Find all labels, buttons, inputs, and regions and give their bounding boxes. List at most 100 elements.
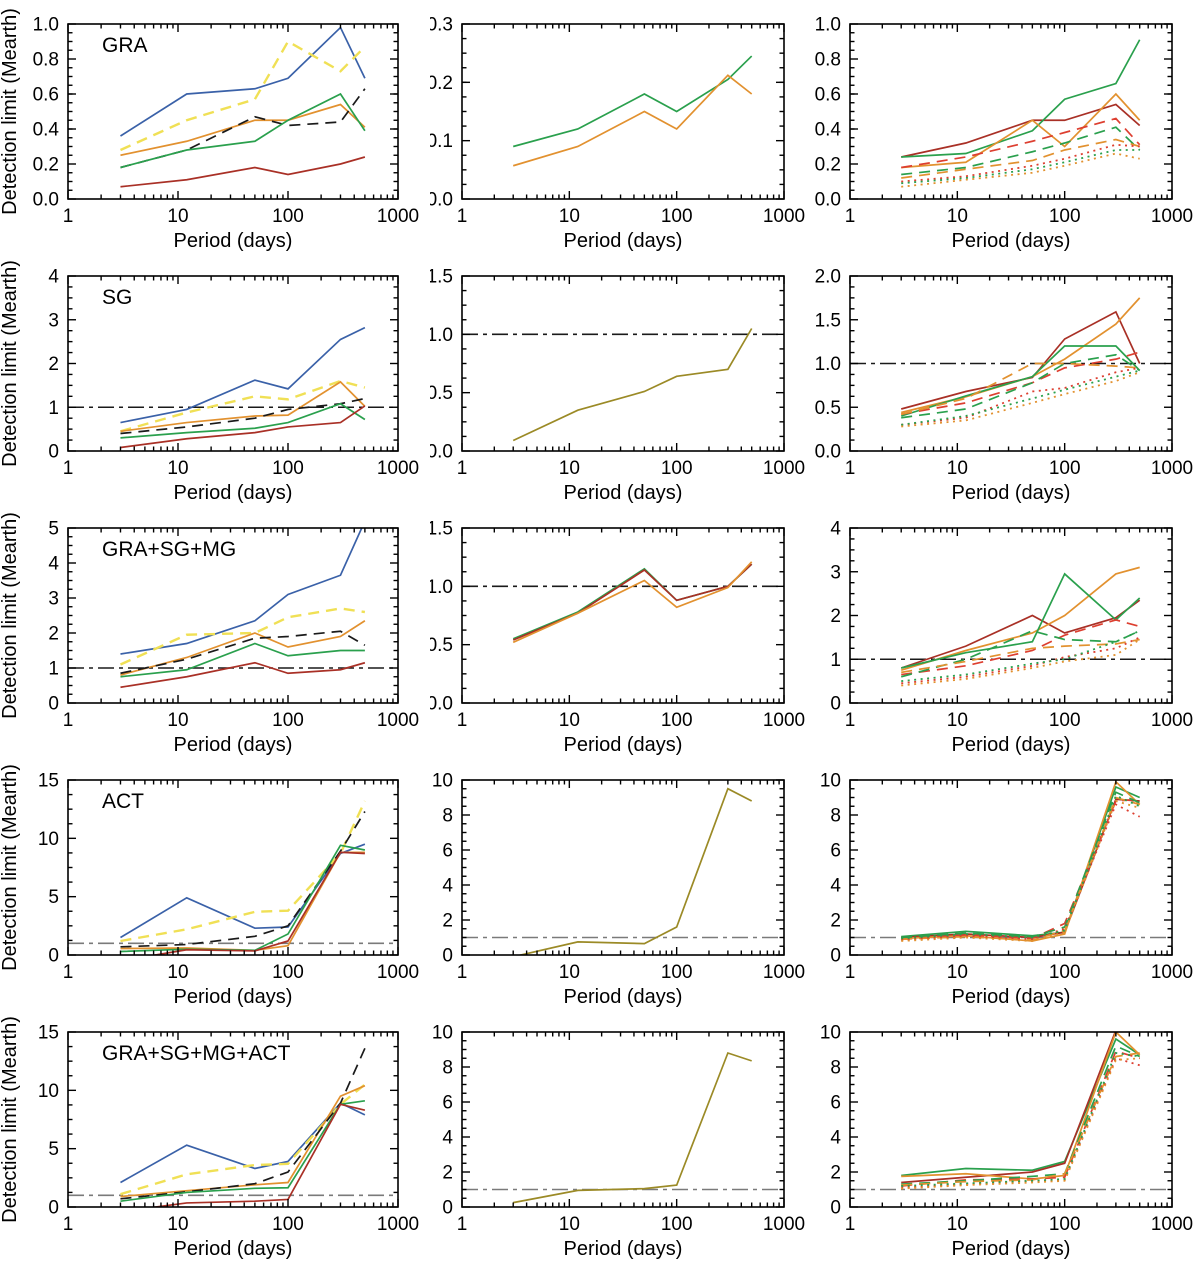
panel-label: GRA+SG+MG: [102, 538, 236, 561]
y-tick-label: 4: [442, 1128, 453, 1149]
panel-label: GRA+SG+MG+ACT: [102, 1042, 291, 1065]
panel-gra-right: 1 10 100 1000 0.0 0.2 0.4 0.6 0.8 1.0 Period (days…: [810, 0, 1200, 253]
y-tick-label: 1.0: [815, 15, 841, 36]
y-tick-label: 1.0: [815, 354, 841, 375]
y-tick-label: 10: [820, 771, 841, 792]
series-red-dashed: [901, 1050, 1140, 1187]
chart-sg-right: 1 10 100 1000 0.0 0.5 1.0 1.5 2.0 Period (days): [815, 267, 1194, 505]
y-tick-label: 0.4: [815, 120, 842, 141]
x-tick-label: 1: [845, 458, 856, 479]
chart-gra-middle: 1 10 100 1000 0.0 0.1 0.2 0.3 Period (days): [430, 15, 805, 253]
y-tick-label: 0.1: [430, 131, 453, 152]
y-tick-label: 1.5: [430, 267, 453, 288]
y-tick-label: 2: [830, 1163, 841, 1184]
x-tick-label: 10: [947, 1214, 968, 1235]
y-tick-label: 10: [820, 1023, 841, 1044]
x-tick-label: 10: [947, 458, 968, 479]
series-green-solid: [120, 642, 365, 678]
series-green-dashed: [901, 353, 1141, 419]
series-red-dotted: [901, 636, 1141, 685]
series-orange-dashed: [901, 796, 1140, 941]
y-tick-label: 10: [432, 771, 453, 792]
y-tick-label: 4: [830, 1128, 841, 1149]
y-tick-label: 3: [48, 310, 59, 331]
series-darkred-solid: [512, 563, 753, 641]
x-tick-label: 1: [457, 458, 468, 479]
series-black-dashed: [120, 811, 366, 948]
x-tick-label: 1000: [377, 710, 419, 731]
x-tick-label: 1: [63, 962, 74, 983]
y-tick-label: 1: [48, 659, 59, 680]
series-red-dashed: [901, 618, 1140, 676]
y-tick-label: 6: [830, 1093, 841, 1114]
series-orange-solid: [901, 92, 1141, 169]
series-blue-solid: [120, 843, 366, 939]
y-tick-label: 1.0: [33, 15, 59, 36]
y-axis-title: Detection limit (Mearth): [0, 260, 21, 467]
y-tick-label: 2.0: [815, 267, 841, 288]
axis-ticks: [67, 527, 399, 704]
x-tick-label: 10: [167, 962, 188, 983]
x-tick-label: 100: [661, 710, 693, 731]
x-tick-label: 10: [167, 710, 188, 731]
x-tick-label: 100: [272, 1214, 304, 1235]
panel-label: SG: [102, 286, 132, 309]
y-tick-label: 0: [830, 1198, 841, 1219]
y-tick-label: 2: [48, 624, 59, 645]
x-tick-label: 100: [1049, 710, 1081, 731]
y-tick-label: 10: [38, 1081, 59, 1102]
series-darkred-solid: [901, 1032, 1117, 1184]
y-tick-label: 1.0: [430, 577, 453, 598]
y-tick-label: 4: [442, 876, 453, 897]
x-tick-label: 1: [63, 458, 74, 479]
series-green-dotted: [901, 149, 1140, 185]
chart-act-left: 1 10 100 1000 0 5 10 15 ACT Period (days) Detectio…: [0, 764, 419, 1008]
y-tick-label: 0.4: [33, 120, 60, 141]
x-tick-label: 1000: [377, 962, 419, 983]
x-tick-label: 10: [947, 962, 968, 983]
x-tick-label: 1000: [763, 1214, 805, 1235]
y-tick-label: 0.5: [815, 398, 841, 419]
axes-box: [849, 527, 1173, 704]
series-yellow-dashed: [119, 39, 366, 152]
series-orange-dotted: [901, 638, 1141, 687]
x-axis-title: Period (days): [564, 986, 683, 1008]
axis-ticks: [849, 23, 1173, 200]
x-tick-label: 1: [457, 710, 468, 731]
y-tick-label: 0.2: [815, 155, 841, 176]
panel-gra-middle: 1 10 100 1000 0.0 0.1 0.2 0.3 Period (days): [430, 0, 810, 253]
series-red-dotted: [901, 366, 1140, 426]
axis-ticks: [461, 275, 785, 452]
y-tick-label: 6: [830, 841, 841, 862]
x-tick-label: 100: [661, 1214, 693, 1235]
series-darkred-solid: [900, 310, 1141, 410]
x-tick-label: 10: [167, 458, 188, 479]
y-tick-label: 2: [830, 606, 841, 627]
x-tick-label: 1: [457, 962, 468, 983]
series-green-solid: [900, 345, 1141, 417]
chart-gra-sg-mg-act-left: 1 10 100 1000 0 5 10 15 GRA+SG+MG+ACT Period (day…: [0, 1016, 419, 1260]
y-tick-label: 0: [48, 1198, 59, 1219]
x-tick-label: 1000: [1151, 206, 1193, 227]
series-darkred-solid: [149, 1103, 366, 1207]
series-darkred-solid: [150, 851, 365, 955]
axes-box: [461, 1031, 785, 1208]
x-tick-label: 10: [559, 458, 580, 479]
series-yellow-dashed: [120, 379, 366, 433]
y-tick-label: 0.5: [430, 383, 453, 404]
panel-gra-left: 1 10 100 1000 0.0 0.2 0.4 0.6 0.8 1.0 GRA Period (d…: [0, 0, 430, 252]
series-darkred-solid: [120, 405, 366, 449]
series-orange-dashed: [901, 638, 1140, 674]
y-tick-label: 0.0: [430, 694, 453, 715]
y-tick-label: 0.8: [33, 50, 59, 71]
y-axis-title: Detection limit (Mearth): [0, 1016, 21, 1223]
x-axis-title: Period (days): [174, 482, 293, 504]
axis-ticks: [461, 527, 785, 704]
panel-gra-sg-mg-left: 1 10 100 1000 0 1 2 3 4 5 GRA+SG+MG Period (days) De…: [0, 504, 430, 756]
panel-gra-sg-mg-act-left: 1 10 100 1000 0 5 10 15 GRA+SG+MG+ACT Period (day…: [0, 1008, 430, 1260]
y-tick-label: 0.6: [815, 85, 841, 106]
series-green-solid: [120, 402, 366, 439]
y-tick-label: 3: [48, 589, 59, 610]
